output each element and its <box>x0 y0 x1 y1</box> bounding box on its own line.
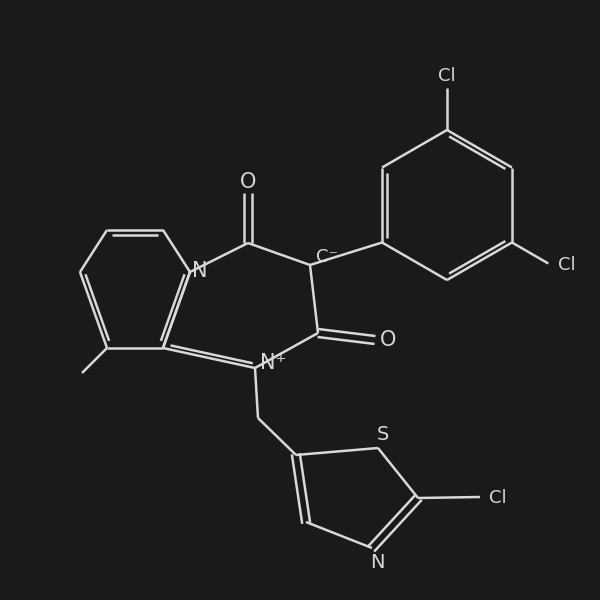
Text: N: N <box>370 553 384 571</box>
Text: C⁻: C⁻ <box>316 248 338 266</box>
Text: O: O <box>380 330 396 350</box>
Text: O: O <box>240 172 256 192</box>
Text: N: N <box>192 261 208 281</box>
Text: N⁺: N⁺ <box>260 353 286 373</box>
Text: Cl: Cl <box>438 67 456 85</box>
Text: S: S <box>377 425 389 443</box>
Text: Cl: Cl <box>557 257 575 275</box>
Text: Cl: Cl <box>489 489 507 507</box>
